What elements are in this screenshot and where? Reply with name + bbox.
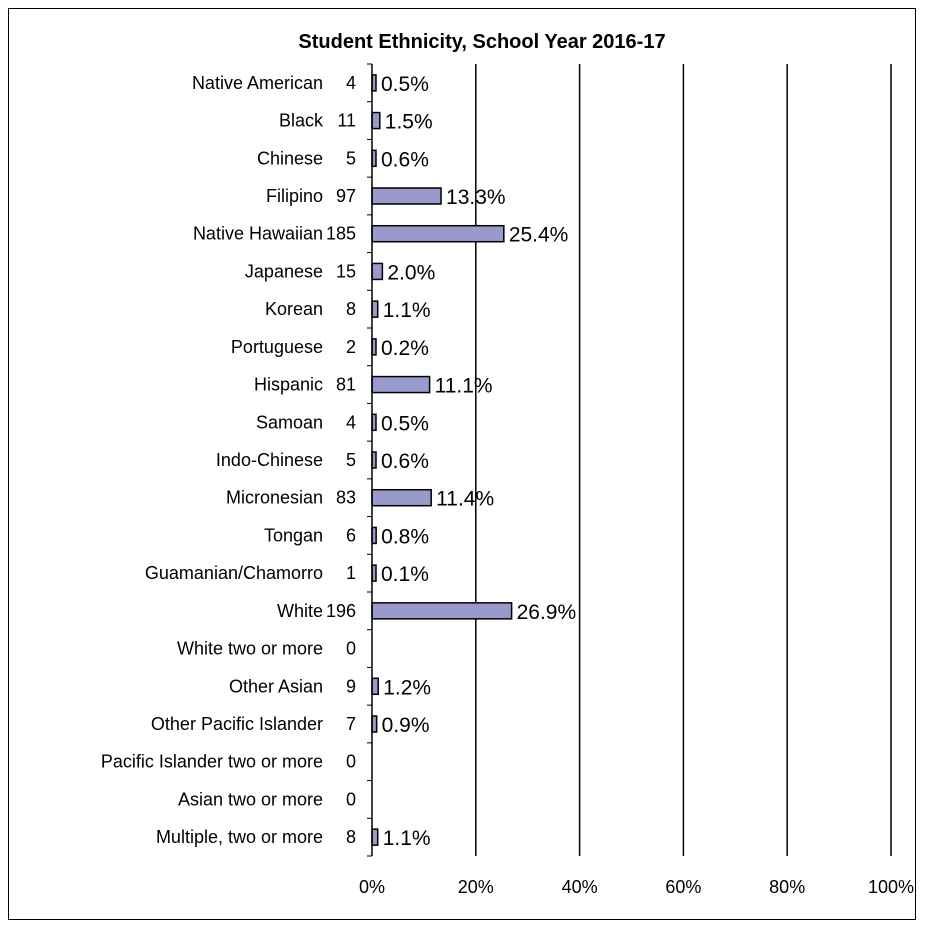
percent-label: 1.2% [383,676,431,699]
bar [371,828,379,846]
category-label: Micronesian [226,488,323,508]
bar [371,602,513,620]
percent-label: 0.9% [382,714,430,737]
category-label: Portuguese [231,337,323,357]
category-count: 83 [336,488,356,508]
x-tick-label: 0% [359,877,385,897]
category-label: Tongan [264,525,323,545]
category-label: Indo-Chinese [216,450,323,470]
percent-label: 11.1% [435,375,493,398]
category-count: 0 [346,639,356,659]
category-count: 196 [326,601,356,621]
category-count: 0 [346,752,356,772]
percent-label: 25.4% [509,224,569,247]
category-count: 5 [346,450,356,470]
bar [371,187,442,205]
gridlines [367,63,892,857]
percent-label: 0.1% [381,563,429,586]
x-tick-label: 20% [458,877,494,897]
bar [371,111,381,130]
category-count: 185 [326,224,356,244]
category-label: Filipino [266,186,323,206]
bar [371,375,431,394]
category-label: Chinese [257,148,323,168]
percent-label: 0.6% [381,148,429,171]
category-count: 11 [337,111,356,131]
category-label: Guamanian/Chamorro [145,563,323,583]
bar [371,262,384,281]
category-count: 81 [336,375,356,395]
percent-label: 0.6% [381,450,429,473]
category-count: 15 [336,261,356,281]
category-count: 7 [346,714,356,734]
category-count: 2 [346,337,356,357]
category-label: Native Hawaiian [193,224,323,244]
category-count: 4 [346,73,356,93]
category-label: Asian two or more [178,789,323,809]
category-count: 6 [346,525,356,545]
category-label: Hispanic [254,375,323,395]
x-tick-label: 80% [769,877,805,897]
category-count: 97 [336,186,356,206]
category-label: White [277,601,323,621]
category-count: 4 [346,412,356,432]
bar [371,300,379,318]
percent-label: 1.1% [383,827,431,850]
bar [371,224,505,243]
percent-label: 0.5% [381,412,429,435]
percent-label: 13.3% [446,186,506,209]
category-count: 8 [346,827,356,847]
category-label: Multiple, two or more [156,827,323,847]
percent-label: 0.5% [381,73,429,96]
category-labels: Native American 4 Black 11 Chinese 5 Filipino 9… [101,73,356,847]
category-label: Other Pacific Islander [151,714,323,734]
category-label: Japanese [245,261,323,281]
category-count: 8 [346,299,356,319]
x-tick-label: 100% [868,877,914,897]
category-label: Black [279,111,324,131]
percent-label: 0.2% [381,337,429,360]
percent-label: 11.4% [436,488,494,511]
percent-label: 1.5% [385,111,433,134]
category-count: 9 [346,676,356,696]
category-count: 5 [346,148,356,168]
chart-title: Student Ethnicity, School Year 2016-17 [298,31,665,53]
category-label: White two or more [177,639,323,659]
x-tick-label: 60% [665,877,701,897]
category-label: Pacific Islander two or more [101,752,323,772]
category-count: 1 [346,563,356,583]
category-count: 0 [346,789,356,809]
percent-label: 1.1% [383,299,431,322]
category-label: Native American [192,73,323,93]
x-tick-label: 40% [562,877,598,897]
bars [371,74,513,846]
bar [371,677,379,696]
percent-label: 26.9% [517,601,577,624]
percent-label: 2.0% [387,261,435,284]
chart-frame [8,8,916,920]
percent-labels: 0.5% 1.5% 0.6% 13.3%25.4% 2.0% 1.1% 0.2% 11.1% 0… [381,73,576,850]
bar [371,488,432,507]
x-axis-tick-labels: 0% 20% 40% 60% 80% 100% [359,877,914,897]
category-label: Samoan [256,412,323,432]
percent-label: 0.8% [381,525,429,548]
category-label: Korean [265,299,323,319]
category-label: Other Asian [229,676,323,696]
